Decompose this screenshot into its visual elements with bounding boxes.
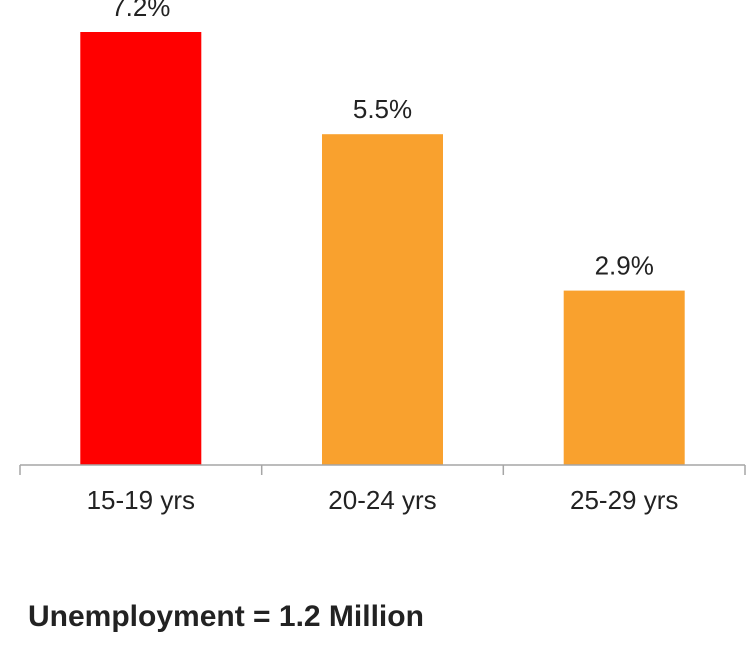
chart-caption: Unemployment = 1.2 Million [28, 600, 424, 633]
bar-20-24-yrs [322, 134, 443, 465]
data-label: 2.9% [595, 251, 654, 281]
data-label: 5.5% [353, 94, 412, 124]
bar-15-19-yrs [80, 32, 202, 465]
data-label: 7.2% [111, 0, 170, 22]
bar-chart: 7.2% 15-19 yrs 5.5% 20-24 yrs 2.9% 25-29 yrs [19, 0, 746, 515]
category-tick-label: 20-24 yrs [328, 485, 436, 515]
category-tick-label: 15-19 yrs [87, 485, 195, 515]
category-tick-label: 25-29 yrs [570, 485, 678, 515]
bar-25-29-yrs [563, 290, 685, 465]
